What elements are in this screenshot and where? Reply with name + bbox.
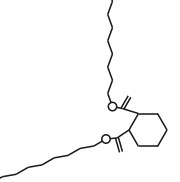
Circle shape xyxy=(108,102,117,111)
Circle shape xyxy=(102,135,110,143)
